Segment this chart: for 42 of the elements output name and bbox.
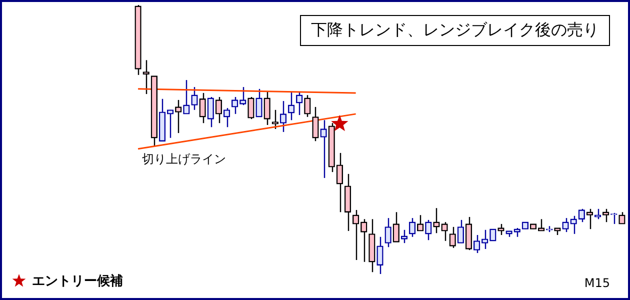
candlestick: [183, 79, 190, 115]
candlestick: [191, 86, 198, 111]
candlestick: [248, 96, 254, 120]
candlestick: [312, 106, 319, 142]
candlestick: [272, 109, 278, 130]
candlestick: [207, 96, 214, 128]
candlestick: [425, 219, 432, 241]
candlestick: [578, 208, 585, 223]
candlestick: [142, 60, 150, 95]
candlestick: [264, 91, 270, 126]
candlestick: [490, 228, 496, 242]
candlestick: [231, 96, 238, 115]
candlestick: [417, 214, 424, 232]
text: M15: [584, 276, 610, 290]
candlestick: [482, 229, 488, 250]
candlestick: [433, 207, 440, 234]
candlestick: [594, 208, 602, 220]
candlestick: [392, 212, 400, 243]
candlestick: [408, 217, 416, 238]
candlestick: [296, 91, 303, 116]
candlestick: [618, 212, 626, 225]
candlestick: [376, 236, 384, 275]
legend-label: エントリー候補: [32, 272, 123, 290]
candlestick: [256, 88, 262, 118]
candlestick: [304, 94, 311, 118]
candlestick: [223, 107, 230, 128]
candlestick: [465, 216, 472, 251]
candlestick: [280, 100, 287, 133]
candlestick: [384, 217, 392, 248]
candlestick: [215, 96, 222, 124]
annotation: 切り上げライン: [142, 151, 226, 168]
candlestick: [352, 209, 360, 261]
candlestick: [570, 215, 577, 235]
candlestick: [473, 234, 480, 254]
candlestick: [199, 92, 206, 124]
candlestick: [457, 219, 464, 244]
candlestick: [336, 152, 343, 213]
candlestick: [360, 218, 368, 262]
candlestick: [449, 226, 456, 249]
text: 下降トレンド、レンジブレイク後の売り: [300, 15, 610, 46]
candlestick: [288, 91, 295, 121]
candlestick: [175, 99, 182, 134]
